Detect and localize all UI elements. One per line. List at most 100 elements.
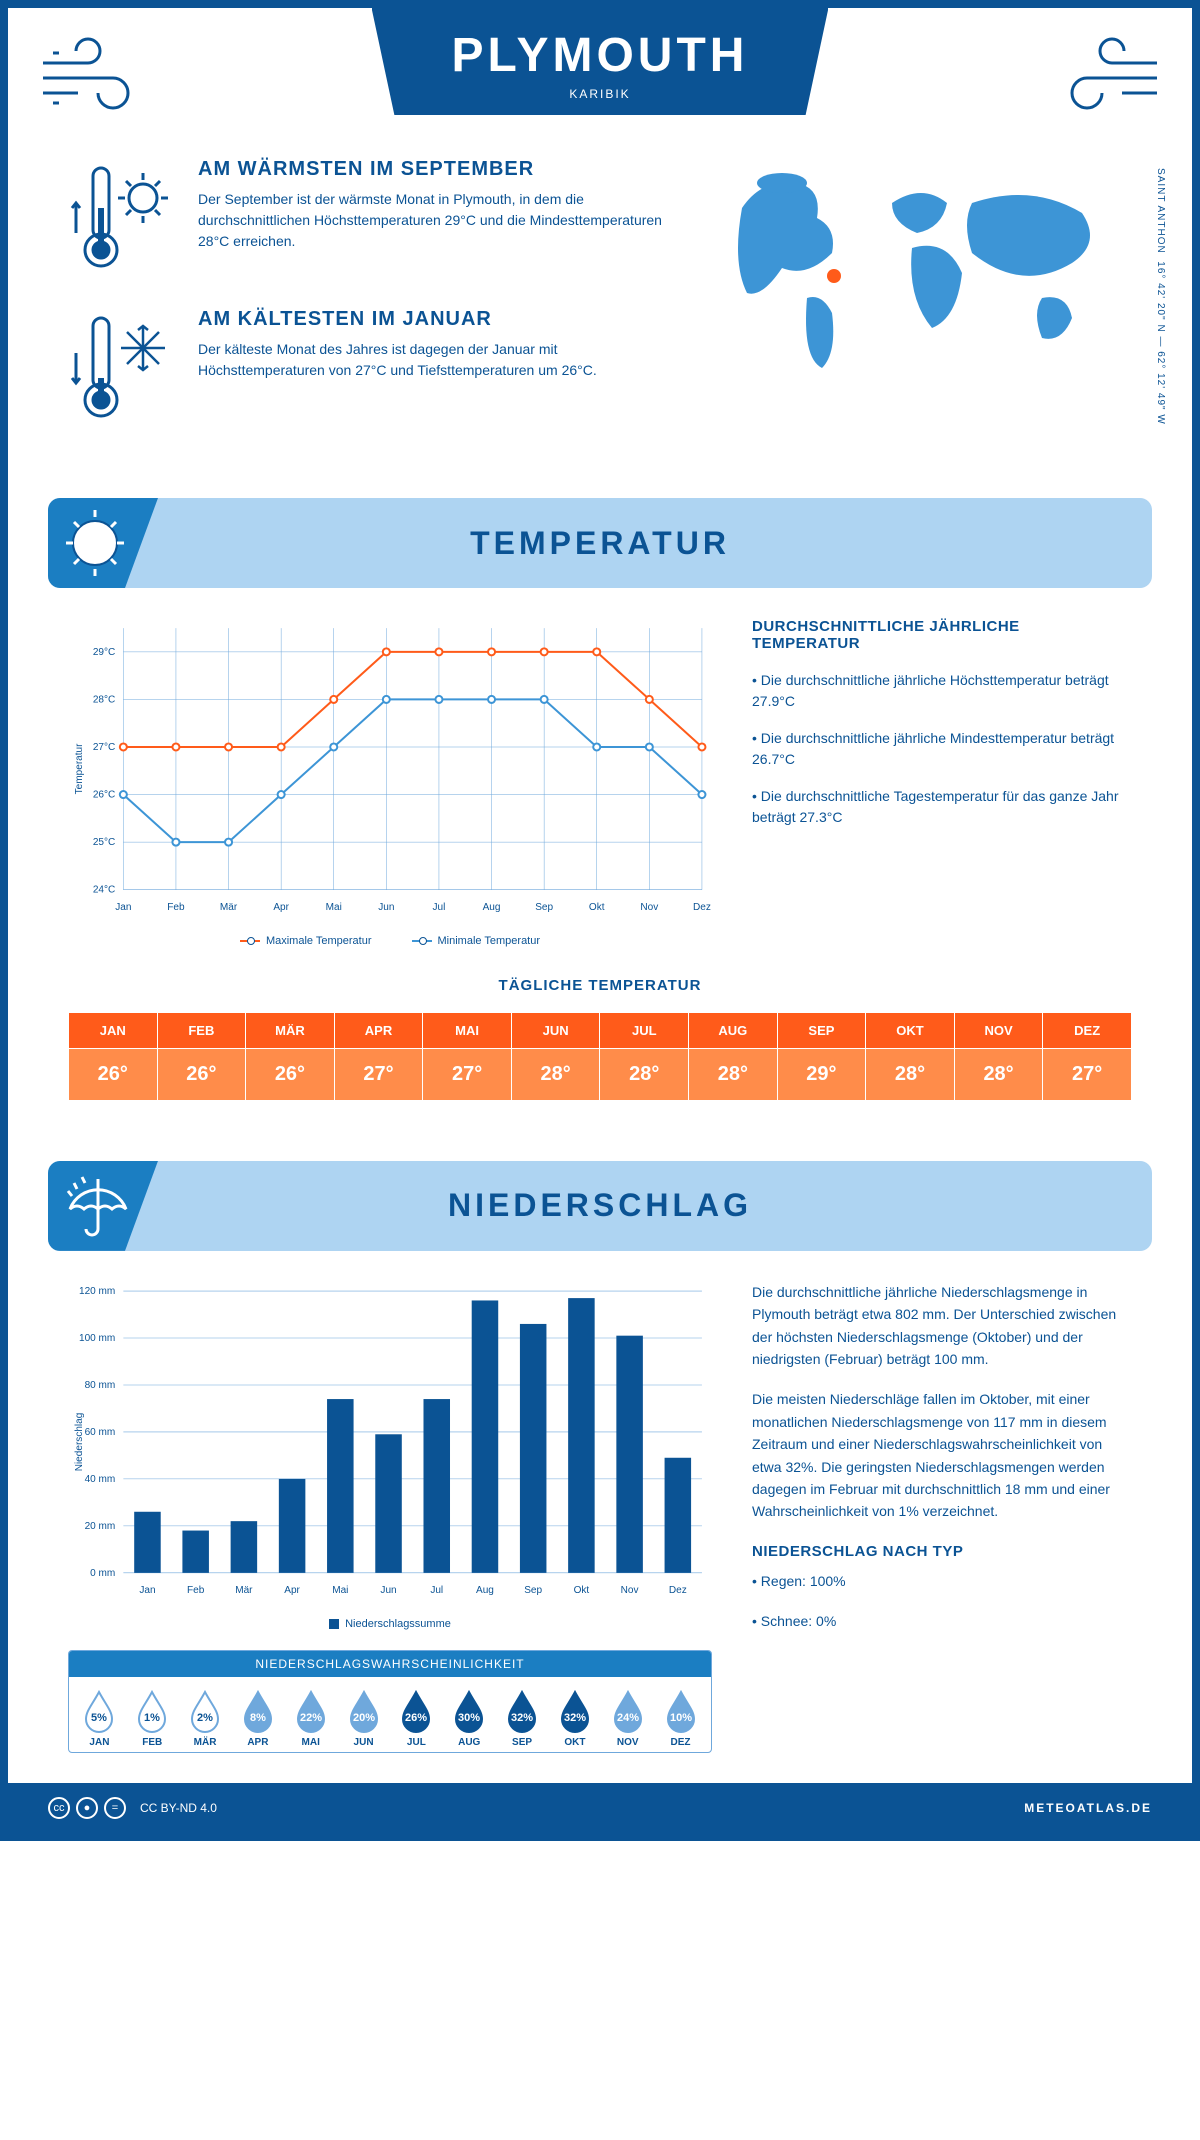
precipitation-description: Die durchschnittliche jährliche Niedersc… [752, 1281, 1132, 1753]
precipitation-bar-chart: 0 mm 20 mm 40 mm 60 mm 80 mm 100 mm 120 mm Nied… [68, 1281, 712, 1630]
svg-text:32%: 32% [564, 1712, 586, 1724]
svg-text:40 mm: 40 mm [85, 1474, 116, 1485]
svg-text:24°C: 24°C [93, 885, 115, 896]
by-icon: ● [76, 1797, 98, 1819]
table-header: NOV [954, 1012, 1043, 1048]
table-header: JAN [69, 1012, 158, 1048]
warmest-body: Der September ist der wärmste Monat in P… [198, 189, 672, 252]
section-title-precip: NIEDERSCHLAG [448, 1187, 752, 1224]
svg-text:Jun: Jun [380, 1585, 396, 1596]
svg-text:32%: 32% [511, 1712, 533, 1724]
table-cell: 29° [777, 1048, 866, 1100]
svg-text:Jun: Jun [378, 902, 394, 913]
svg-text:Apr: Apr [284, 1585, 300, 1596]
svg-text:100 mm: 100 mm [79, 1333, 115, 1344]
license-badges: cc ● = CC BY-ND 4.0 [48, 1797, 217, 1819]
svg-text:30%: 30% [458, 1712, 480, 1724]
svg-text:22%: 22% [300, 1712, 322, 1724]
table-header: JUL [600, 1012, 689, 1048]
svg-text:Jan: Jan [115, 902, 131, 913]
page-subtitle: KARIBIK [452, 87, 749, 101]
svg-text:60 mm: 60 mm [85, 1427, 116, 1438]
table-cell: 27° [1043, 1048, 1132, 1100]
svg-text:27°C: 27°C [93, 742, 115, 753]
svg-text:10%: 10% [670, 1712, 692, 1724]
thermometer-hot-icon [68, 158, 178, 278]
temperature-description: DURCHSCHNITTLICHE JÄHRLICHE TEMPERATUR •… [752, 618, 1132, 947]
page-title: PLYMOUTH [452, 28, 749, 83]
probability-drop: 22%MAI [284, 1689, 337, 1748]
table-header: OKT [866, 1012, 955, 1048]
info-row: AM WÄRMSTEN IM SEPTEMBER Der September i… [8, 128, 1192, 478]
probability-drop: 20%JUN [337, 1689, 390, 1748]
svg-text:Okt: Okt [589, 902, 605, 913]
svg-text:24%: 24% [617, 1712, 639, 1724]
table-cell: 28° [511, 1048, 600, 1100]
probability-drop: 24%NOV [601, 1689, 654, 1748]
table-header: DEZ [1043, 1012, 1132, 1048]
table-cell: 27° [334, 1048, 423, 1100]
table-header: APR [334, 1012, 423, 1048]
svg-text:8%: 8% [250, 1712, 266, 1724]
svg-text:1%: 1% [144, 1712, 160, 1724]
svg-text:80 mm: 80 mm [85, 1380, 116, 1391]
daily-temperature-table: TÄGLICHE TEMPERATUR JANFEBMÄRAPRMAIJUNJU… [8, 977, 1192, 1141]
sun-icon [60, 506, 130, 580]
svg-text:Sep: Sep [535, 902, 553, 913]
svg-text:Jul: Jul [433, 902, 446, 913]
svg-text:Jan: Jan [139, 1585, 155, 1596]
svg-text:Jul: Jul [430, 1585, 443, 1596]
svg-text:Feb: Feb [187, 1585, 205, 1596]
probability-drop: 2%MÄR [179, 1689, 232, 1748]
brand-label: METEOATLAS.DE [1024, 1801, 1152, 1815]
coldest-body: Der kälteste Monat des Jahres ist dagege… [198, 339, 672, 381]
thermometer-cold-icon [68, 308, 178, 428]
svg-text:0 mm: 0 mm [90, 1568, 115, 1579]
svg-text:Mär: Mär [220, 902, 238, 913]
table-cell: 26° [246, 1048, 335, 1100]
svg-text:Okt: Okt [574, 1585, 590, 1596]
table-header: SEP [777, 1012, 866, 1048]
temperature-line-chart: 24°C25°C26°C27°C28°C29°CJanFebMärAprMaiJ… [68, 618, 712, 947]
table-cell: 28° [954, 1048, 1043, 1100]
table-header: JUN [511, 1012, 600, 1048]
table-cell: 28° [866, 1048, 955, 1100]
coldest-title: AM KÄLTESTEN IM JANUAR [198, 308, 672, 331]
footer: cc ● = CC BY-ND 4.0 METEOATLAS.DE [8, 1783, 1192, 1833]
svg-text:Feb: Feb [167, 902, 185, 913]
cc-icon: cc [48, 1797, 70, 1819]
svg-text:Nov: Nov [640, 902, 658, 913]
section-title-temp: TEMPERATUR [470, 525, 730, 562]
probability-drop: 26%JUL [390, 1689, 443, 1748]
section-header header-precipitation: NIEDERSCHLAG [48, 1161, 1152, 1251]
svg-text:Temperatur: Temperatur [74, 743, 85, 794]
warmest-block: AM WÄRMSTEN IM SEPTEMBER Der September i… [68, 158, 672, 278]
table-header: FEB [157, 1012, 246, 1048]
svg-text:20%: 20% [353, 1712, 375, 1724]
umbrella-icon [60, 1169, 130, 1243]
probability-drop: 5%JAN [73, 1689, 126, 1748]
svg-text:20 mm: 20 mm [85, 1521, 116, 1532]
table-cell: 27° [423, 1048, 512, 1100]
table-header: AUG [689, 1012, 778, 1048]
svg-text:28°C: 28°C [93, 694, 115, 705]
svg-text:Aug: Aug [483, 902, 501, 913]
svg-text:Dez: Dez [693, 902, 711, 913]
svg-text:120 mm: 120 mm [79, 1286, 115, 1297]
table-cell: 28° [600, 1048, 689, 1100]
svg-text:Niederschlag: Niederschlag [74, 1413, 85, 1472]
svg-text:Dez: Dez [669, 1585, 687, 1596]
table-header: MAI [423, 1012, 512, 1048]
warmest-title: AM WÄRMSTEN IM SEPTEMBER [198, 158, 672, 181]
probability-drop: 30%AUG [443, 1689, 496, 1748]
table-cell: 26° [69, 1048, 158, 1100]
world-map: SAINT ANTHON 16° 42' 20" N — 62° 12' 49"… [712, 158, 1132, 458]
svg-text:29°C: 29°C [93, 647, 115, 658]
svg-text:Mär: Mär [235, 1585, 253, 1596]
probability-drop: 32%SEP [496, 1689, 549, 1748]
svg-text:Mai: Mai [332, 1585, 348, 1596]
nd-icon: = [104, 1797, 126, 1819]
probability-drop: 10%DEZ [654, 1689, 707, 1748]
svg-text:Nov: Nov [621, 1585, 639, 1596]
svg-text:2%: 2% [197, 1712, 213, 1724]
